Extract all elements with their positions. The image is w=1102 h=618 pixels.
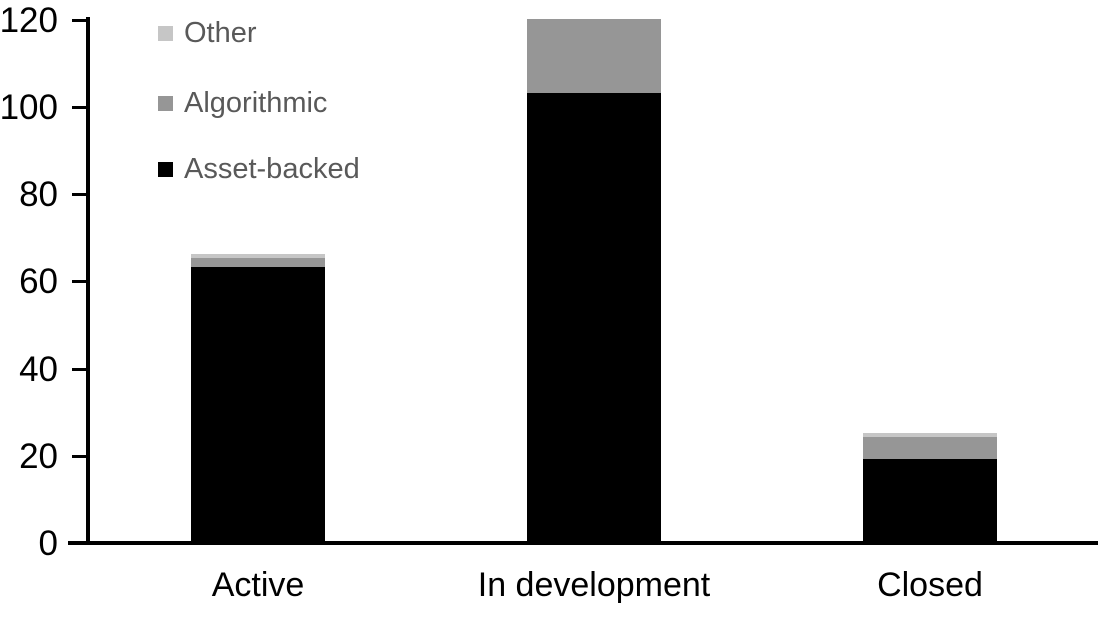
bar-segment-other-active: [191, 254, 325, 259]
y-tick-mark: [72, 367, 86, 371]
legend-item-other: Other: [158, 18, 257, 48]
y-tick-mark: [72, 542, 86, 545]
legend-label-algorithmic: Algorithmic: [184, 87, 328, 119]
y-tick-label: 40: [19, 349, 58, 389]
y-tick-mark: [72, 18, 86, 22]
bar-segment-asset-backed-in-development: [527, 92, 661, 542]
x-category-label-closed: Closed: [877, 566, 983, 604]
y-tick-mark: [72, 105, 86, 109]
other-swatch-icon: [158, 25, 173, 41]
bar-segment-algorithmic-closed: [863, 437, 997, 460]
legend-label-asset-backed: Asset-backed: [184, 153, 360, 185]
bar-segment-asset-backed-active: [191, 267, 325, 542]
y-tick-label: 100: [0, 87, 58, 127]
bar-segment-asset-backed-closed: [863, 459, 997, 542]
y-tick-label: 80: [19, 175, 58, 214]
y-tick-mark: [72, 193, 86, 196]
x-axis-line: [68, 541, 1098, 545]
y-tick-label: 60: [19, 262, 58, 302]
x-category-label-active: Active: [211, 566, 305, 604]
x-category-label-in-development: In development: [477, 566, 711, 604]
y-tick-label: 20: [19, 436, 58, 476]
bar-segment-algorithmic-in-development: [527, 18, 661, 93]
bar-segment-algorithmic-active: [191, 258, 325, 268]
bar-segment-other-closed: [863, 432, 997, 438]
y-tick-label: 0: [38, 524, 58, 563]
legend-item-asset-backed: Asset-backed: [158, 154, 360, 184]
legend-label-other: Other: [184, 17, 257, 49]
y-tick-mark: [72, 280, 86, 284]
y-tick-label: 120: [0, 0, 58, 40]
y-tick-mark: [72, 454, 86, 458]
algorithmic-swatch-icon: [158, 95, 173, 111]
y-axis-line: [86, 17, 90, 545]
asset-backed-swatch-icon: [158, 161, 173, 177]
legend-item-algorithmic: Algorithmic: [158, 88, 327, 118]
